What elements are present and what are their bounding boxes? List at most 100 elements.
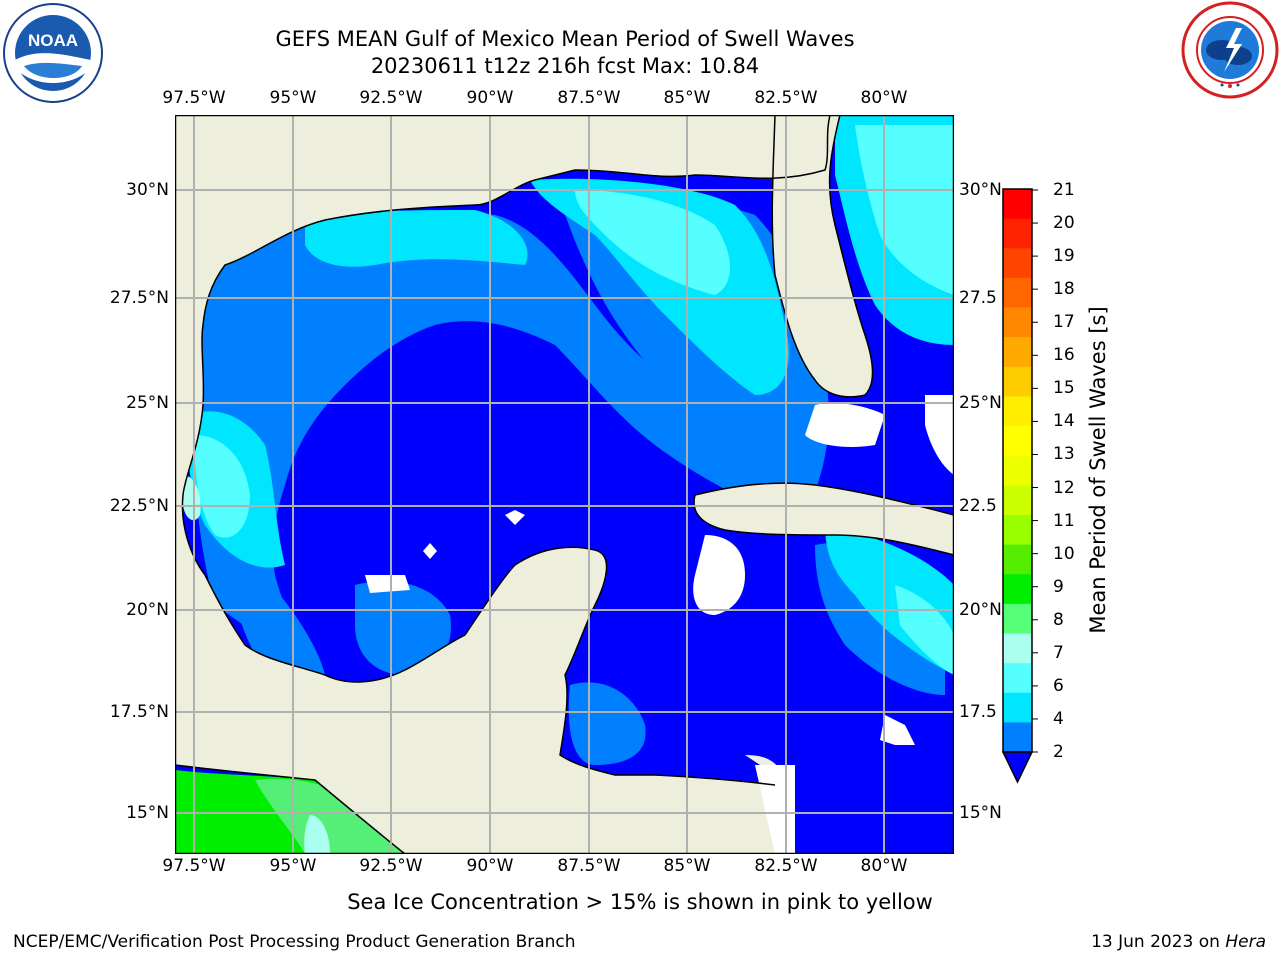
swell-4-6s-northeast — [530, 178, 789, 395]
swell-6-8s-caribbean — [895, 585, 954, 675]
colorbar-tick-label: 18 — [1053, 279, 1075, 300]
lon-tick-bottom: 87.5°W — [557, 856, 621, 876]
footer-date-text: 13 Jun 2023 on — [1091, 932, 1226, 952]
lat-tick-right: 27.5 — [959, 288, 997, 308]
colorbar-tick-label: 21 — [1053, 180, 1075, 200]
colorbar-tick-label: 11 — [1053, 510, 1075, 531]
colorbar-segment — [1003, 426, 1032, 457]
swell-6-8s-west — [194, 435, 250, 538]
coastlines — [175, 115, 954, 854]
lon-tick-bottom: 80°W — [860, 856, 908, 876]
nws-logo — [1181, 1, 1279, 99]
colorbar-tick-label: 20 — [1053, 213, 1075, 234]
colorbar-tick-label: 12 — [1053, 477, 1075, 498]
land-mexico-us — [175, 115, 830, 854]
colorbar-tick-label: 10 — [1053, 543, 1075, 564]
chart-title: GEFS MEAN Gulf of Mexico Mean Period of … — [275, 27, 855, 51]
lon-tick-bottom: 92.5°W — [359, 856, 423, 876]
lon-tick-top: 92.5°W — [359, 88, 423, 108]
colorbar-extend-arrow — [1001, 751, 1034, 784]
mask-islet-1 — [505, 510, 525, 525]
lon-tick-top: 82.5°W — [754, 88, 818, 108]
colorbar-tick-label: 14 — [1053, 411, 1075, 432]
colorbar-tick-label: 16 — [1053, 345, 1075, 366]
lat-tick-right: 25°N — [959, 393, 1002, 413]
coastline-gulf — [181, 115, 831, 786]
lat-tick-left: 27.5°N — [109, 288, 169, 308]
swell-6-8s-northeast — [575, 190, 730, 295]
lat-tick-left: 25°N — [126, 393, 169, 413]
lon-tick-bottom: 85°W — [663, 856, 711, 876]
lon-tick-top: 97.5°W — [162, 88, 226, 108]
colorbar-segment — [1003, 218, 1032, 249]
swell-8-9s-pacific — [304, 815, 330, 854]
coastline-cuba — [693, 482, 954, 556]
swell-8-9s-west — [183, 475, 201, 521]
lat-tick-left: 22.5°N — [109, 496, 169, 516]
lat-tick-right: 17.5 — [959, 702, 997, 722]
colorbar-segment — [1003, 189, 1032, 220]
colorbar-tick-label: 15 — [1053, 378, 1075, 399]
colorbar-tick-label: 2 — [1053, 742, 1064, 762]
mask-cayman — [693, 535, 745, 615]
map-border — [175, 115, 954, 854]
ice-note: Sea Ice Concentration > 15% is shown in … — [347, 890, 933, 914]
lat-tick-left: 20°N — [126, 600, 169, 620]
colorbar-tick-label: 8 — [1053, 609, 1064, 630]
coastline-florida — [771, 115, 874, 398]
land-cuba — [694, 483, 954, 555]
colorbar-segment — [1003, 514, 1032, 546]
swell-2-4s-southwest — [231, 545, 325, 679]
gridlines — [175, 115, 954, 854]
swell-2-4s-west — [193, 210, 805, 675]
noaa-logo: NOAA — [3, 3, 103, 103]
swell-2-4s-yucatan — [568, 682, 646, 765]
lon-tick-top: 85°W — [663, 88, 711, 108]
colorbar-segment — [1003, 337, 1032, 368]
lat-tick-right: 15°N — [959, 803, 1002, 823]
lon-tick-bottom: 90°W — [466, 856, 514, 876]
colorbar-segment — [1003, 544, 1032, 575]
colorbar-segment — [1003, 603, 1032, 634]
colorbar-segment — [1003, 722, 1032, 753]
lat-tick-right: 20°N — [959, 600, 1002, 620]
colorbar-tick-label: 19 — [1053, 246, 1075, 267]
lon-tick-bottom: 82.5°W — [754, 856, 818, 876]
swell-6-8s-atlantic — [855, 125, 954, 295]
lat-tick-right: 22.5 — [959, 496, 997, 516]
colorbar-tick-label: 7 — [1053, 642, 1064, 663]
colorbar-tick-label: 13 — [1053, 444, 1075, 465]
map-panel — [175, 115, 954, 854]
lat-tick-right: 30°N — [959, 180, 1002, 200]
colorbar-segment — [1003, 485, 1032, 516]
colorbar-tick-label: 17 — [1053, 312, 1075, 333]
lat-tick-left: 17.5°N — [109, 702, 169, 722]
colorbar-segment — [1003, 366, 1032, 397]
swell-4-6s-north — [305, 210, 528, 267]
mask-islet-2 — [365, 575, 410, 593]
colorbar-tick-label: 6 — [1053, 675, 1064, 696]
lon-tick-bottom: 97.5°W — [162, 856, 226, 876]
lat-tick-left: 15°N — [126, 803, 169, 823]
mask-islet-3 — [423, 543, 437, 559]
coastline-pacific — [175, 764, 406, 854]
colorbar-segment — [1003, 692, 1032, 723]
mask-florida-straits — [805, 403, 885, 447]
land-florida — [772, 115, 873, 397]
colorbar-outline — [1002, 188, 1033, 753]
colorbar-segment — [1003, 248, 1032, 279]
mask-jamaica — [880, 715, 915, 745]
colorbar-tick-label: 4 — [1053, 708, 1064, 729]
chart-subtitle: 20230611 t12z 216h fcst Max: 10.84 — [370, 54, 760, 78]
footer-host: Hera — [1225, 932, 1266, 952]
lon-tick-top: 95°W — [269, 88, 317, 108]
lon-tick-top: 90°W — [466, 88, 514, 108]
svg-text:NOAA: NOAA — [28, 31, 78, 50]
lon-tick-top: 87.5°W — [557, 88, 621, 108]
lon-tick-top: 80°W — [860, 88, 908, 108]
swell-2-4s-campeche — [355, 581, 451, 675]
footer-branch: NCEP/EMC/Verification Post Processing Pr… — [13, 932, 576, 952]
footer-date: 13 Jun 2023 on Hera — [1091, 932, 1266, 952]
colorbar-segment — [1003, 574, 1032, 605]
gulf-of-mexico-map — [175, 115, 954, 854]
